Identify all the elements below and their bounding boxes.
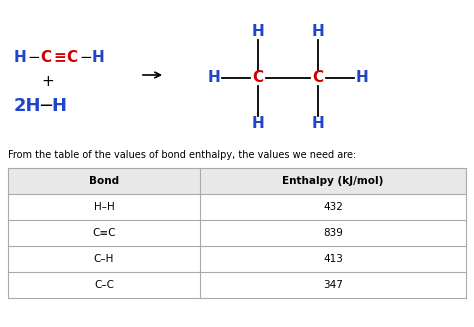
Text: C: C	[253, 71, 264, 85]
Text: C≡C: C≡C	[92, 228, 116, 238]
Text: +: +	[42, 75, 55, 90]
Text: H: H	[252, 25, 264, 40]
Text: H: H	[208, 71, 220, 85]
Text: Bond: Bond	[89, 176, 119, 186]
Text: 413: 413	[323, 254, 343, 264]
Text: 2H: 2H	[14, 97, 42, 115]
Text: H: H	[356, 71, 368, 85]
Text: C–C: C–C	[94, 280, 114, 290]
Text: H: H	[14, 50, 27, 65]
Text: H: H	[311, 25, 324, 40]
Text: 432: 432	[323, 202, 343, 212]
Text: H: H	[252, 116, 264, 131]
Text: From the table of the values of bond enthalpy, the values we need are:: From the table of the values of bond ent…	[8, 150, 356, 160]
Text: ≡: ≡	[53, 50, 66, 65]
Text: H: H	[51, 97, 66, 115]
Text: C: C	[40, 50, 51, 65]
Text: C: C	[66, 50, 77, 65]
Text: −: −	[79, 50, 92, 65]
Text: H: H	[92, 50, 105, 65]
Text: −: −	[27, 50, 40, 65]
Bar	[8, 168, 466, 194]
Text: H: H	[311, 116, 324, 131]
Text: −: −	[38, 97, 53, 115]
Text: H–H: H–H	[94, 202, 114, 212]
Text: Enthalpy (kJ/mol): Enthalpy (kJ/mol)	[283, 176, 383, 186]
Text: 347: 347	[323, 280, 343, 290]
Text: C–H: C–H	[94, 254, 114, 264]
Text: C: C	[312, 71, 324, 85]
Text: 839: 839	[323, 228, 343, 238]
